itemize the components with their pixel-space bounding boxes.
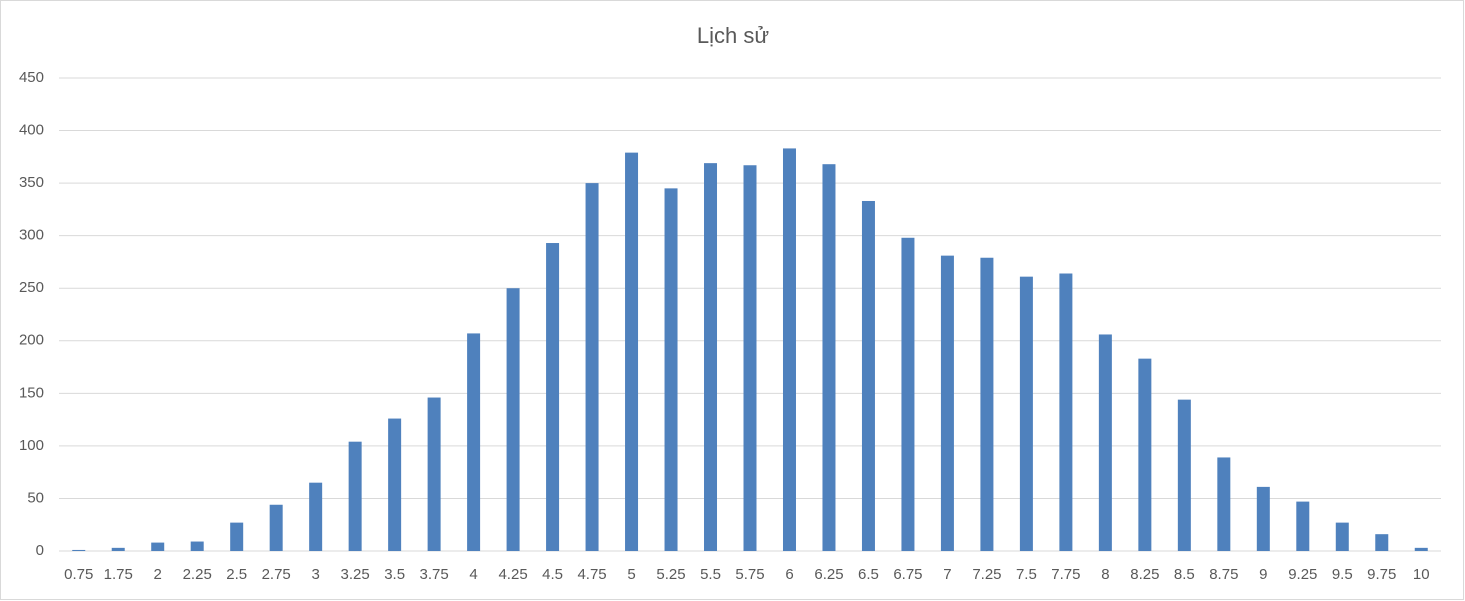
bar — [111, 547, 125, 551]
x-tick-label: 5 — [627, 566, 635, 583]
y-tick-label: 400 — [19, 122, 44, 139]
bar — [348, 441, 362, 551]
x-tick-label: 3.5 — [384, 566, 405, 583]
x-tick-label: 7.25 — [972, 566, 1001, 583]
x-tick-label: 6.25 — [814, 566, 843, 583]
bar — [625, 152, 639, 551]
x-tick-label: 4.75 — [577, 566, 606, 583]
bar — [1177, 399, 1191, 551]
x-tick-label: 7 — [943, 566, 951, 583]
x-tick-label: 2.75 — [262, 566, 291, 583]
bar — [743, 165, 757, 551]
y-tick-label: 50 — [27, 489, 44, 506]
y-tick-label: 300 — [19, 227, 44, 244]
bar — [901, 237, 915, 551]
bar — [1098, 334, 1112, 551]
x-tick-label: 2.5 — [226, 566, 247, 583]
x-tick-label: 8.5 — [1174, 566, 1195, 583]
bar — [1375, 534, 1389, 551]
y-tick-label: 150 — [19, 384, 44, 401]
y-tick-label: 250 — [19, 279, 44, 296]
bar — [506, 288, 520, 551]
x-tick-label: 7.5 — [1016, 566, 1037, 583]
bar — [427, 397, 441, 551]
x-tick-label: 3.75 — [420, 566, 449, 583]
x-tick-label: 10 — [1413, 566, 1430, 583]
x-tick-label: 3 — [311, 566, 319, 583]
bar — [1256, 486, 1270, 551]
y-tick-label: 350 — [19, 174, 44, 191]
x-tick-label: 8.75 — [1209, 566, 1238, 583]
x-tick-label: 5.5 — [700, 566, 721, 583]
y-tick-label: 450 — [19, 69, 44, 86]
y-tick-label: 0 — [36, 542, 44, 559]
x-tick-label: 8 — [1101, 566, 1109, 583]
bar — [980, 257, 994, 551]
bar — [230, 522, 244, 551]
x-tick-label: 2 — [154, 566, 162, 583]
bar — [1414, 547, 1428, 551]
x-tick-label: 4.25 — [498, 566, 527, 583]
x-tick-label: 2.25 — [183, 566, 212, 583]
bar — [822, 164, 836, 552]
bar — [1019, 276, 1033, 551]
bar — [1138, 358, 1152, 551]
x-tick-label: 0.75 — [64, 566, 93, 583]
bar — [782, 148, 796, 551]
bar — [940, 255, 954, 552]
bar — [72, 549, 86, 551]
bar — [1059, 273, 1073, 551]
x-tick-label: 4 — [469, 566, 477, 583]
x-tick-label: 9.25 — [1288, 566, 1317, 583]
x-tick-label: 7.75 — [1051, 566, 1080, 583]
bar — [585, 183, 599, 551]
bar — [1335, 522, 1349, 551]
x-tick-label: 9.75 — [1367, 566, 1396, 583]
bar — [151, 542, 165, 551]
bar — [467, 333, 481, 551]
y-tick-label: 100 — [19, 437, 44, 454]
x-tick-label: 6.5 — [858, 566, 879, 583]
x-tick-label: 5.75 — [735, 566, 764, 583]
x-tick-label: 6 — [785, 566, 793, 583]
bar — [704, 163, 718, 551]
x-tick-label: 8.25 — [1130, 566, 1159, 583]
bar — [664, 188, 678, 551]
bar — [1296, 501, 1310, 551]
x-tick-label: 6.75 — [893, 566, 922, 583]
bar — [1217, 457, 1231, 551]
x-tick-label: 5.25 — [656, 566, 685, 583]
x-tick-label: 3.25 — [341, 566, 370, 583]
x-tick-label: 9 — [1259, 566, 1267, 583]
bar — [269, 504, 283, 551]
y-tick-label: 200 — [19, 332, 44, 349]
bar — [190, 541, 204, 551]
bar — [861, 200, 875, 552]
x-tick-label: 1.75 — [104, 566, 133, 583]
bar — [388, 418, 402, 551]
bar — [309, 482, 323, 551]
x-tick-label: 4.5 — [542, 566, 563, 583]
x-tick-label: 9.5 — [1332, 566, 1353, 583]
bar — [546, 243, 560, 551]
chart-title: Lịch sử — [697, 23, 769, 48]
